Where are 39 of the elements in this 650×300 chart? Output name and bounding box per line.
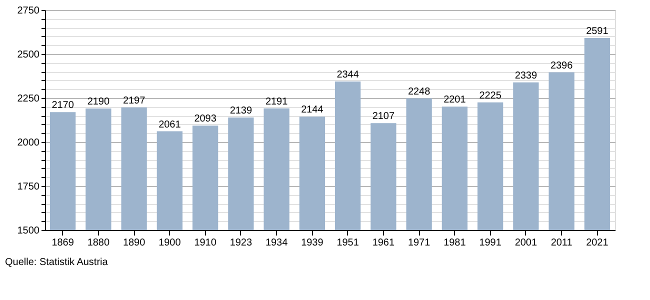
y-tick-label: 1500: [17, 226, 40, 236]
y-tick-label: 2250: [17, 94, 40, 104]
data-label: 2197: [122, 95, 146, 106]
data-label: 2396: [550, 60, 574, 72]
data-label: 2248: [408, 86, 431, 98]
data-label: 2190: [87, 96, 110, 108]
data-label: 2344: [336, 69, 360, 80]
data-label: 2170: [52, 100, 74, 112]
x-tick-label: 1890: [122, 238, 146, 248]
y-tick-label: 2500: [17, 50, 40, 60]
data-label: 2339: [514, 70, 538, 82]
x-tick-label: 1869: [52, 238, 74, 248]
y-tick-label: 1750: [17, 182, 40, 192]
x-tick-label: 1971: [408, 238, 431, 248]
x-tick-label: 1961: [372, 238, 395, 248]
data-label: 2225: [479, 90, 502, 102]
x-tick-label: 1910: [194, 238, 217, 248]
x-tick-label: 1900: [158, 238, 182, 248]
x-tick-label: 1991: [479, 238, 502, 248]
x-tick-label: 1923: [230, 238, 252, 248]
data-label: 2139: [230, 106, 252, 117]
data-label: 2144: [301, 104, 324, 116]
source-note: Quelle: Statistik Austria: [5, 257, 108, 268]
data-label: 2191: [265, 96, 288, 108]
x-tick-label: 1981: [444, 238, 466, 248]
data-label: 2061: [158, 119, 182, 130]
x-tick-label: 2011: [550, 238, 573, 248]
data-label: 2591: [586, 26, 609, 37]
x-tick-label: 2021: [586, 238, 609, 248]
data-label: 2093: [194, 114, 217, 125]
y-tick-label: 2000: [17, 138, 40, 148]
x-tick-label: 1951: [336, 238, 360, 248]
x-tick-label: 2001: [514, 238, 538, 248]
x-tick-label: 1880: [87, 238, 110, 248]
data-label: 2107: [372, 111, 395, 122]
x-tick-label: 1934: [265, 238, 288, 248]
data-label: 2201: [444, 94, 466, 106]
y-tick-label: 2750: [17, 6, 40, 16]
x-tick-label: 1939: [301, 238, 324, 248]
